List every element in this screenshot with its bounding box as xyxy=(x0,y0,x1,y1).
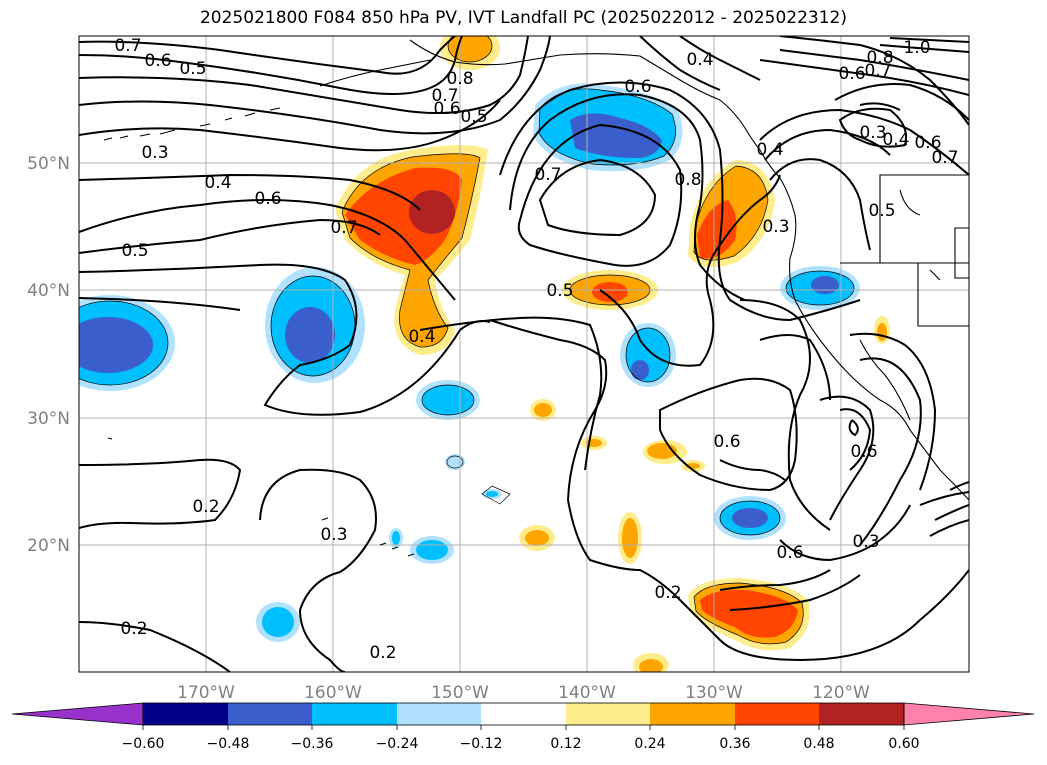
lat-axis: 50°N 40°N 30°N 20°N xyxy=(27,154,70,556)
lon-axis: 170°W 160°W 150°W 140°W 130°W 120°W xyxy=(177,683,870,703)
shade-small-negative xyxy=(256,454,786,642)
colorbar-tick-label: 0.36 xyxy=(719,736,750,752)
contour-label: 0.5 xyxy=(121,241,148,261)
colorbar-segment xyxy=(481,703,566,725)
contour-label: 0.6 xyxy=(914,133,941,153)
contour-label: 0.2 xyxy=(120,619,147,639)
shade-region-120w-40n xyxy=(780,266,860,310)
colorbar-segment xyxy=(735,703,819,725)
contour-label: 0.6 xyxy=(713,432,740,452)
contour-label: 0.6 xyxy=(433,99,460,119)
shade-region-135w-35n xyxy=(620,323,676,387)
colorbar-segment xyxy=(143,703,228,725)
shade-region-150w-30n xyxy=(416,380,480,420)
contour-label: 0.7 xyxy=(864,61,891,81)
shade-region-150w xyxy=(335,145,488,355)
contour-label: 0.3 xyxy=(320,525,347,545)
contour-label: 0.3 xyxy=(762,217,789,237)
colorbar-segment xyxy=(650,703,735,725)
colorbar-tick-label: 0.12 xyxy=(550,736,581,752)
contour-label: 0.6 xyxy=(838,64,865,84)
pv-shading xyxy=(79,36,890,672)
shade-region-west xyxy=(79,295,175,391)
contour-label: 0.8 xyxy=(866,48,893,68)
contour-label: 0.6 xyxy=(144,51,171,71)
colorbar-tick-label: 0.24 xyxy=(634,736,665,752)
contour-label: 1.0 xyxy=(903,38,930,58)
shade-region-160w xyxy=(265,267,365,383)
lon-tick-label: 140°W xyxy=(558,683,616,703)
contour-label: 0.3 xyxy=(852,532,879,552)
colorbar-segment xyxy=(312,703,397,725)
colorbar-tick-label: 0.60 xyxy=(888,736,919,752)
colorbar: −0.60 −0.48 −0.36 −0.24 −0.12 0.12 0.24 … xyxy=(11,702,1035,752)
lat-tick-label: 40°N xyxy=(27,281,70,301)
colorbar-tick-label: 0.48 xyxy=(803,736,834,752)
lon-tick-label: 150°W xyxy=(431,683,489,703)
contour-labels: 0.70.6 0.50.30.40.60.50.70.80.70.6 0.50.60… xyxy=(114,36,958,663)
contour-label: 0.7 xyxy=(114,36,141,56)
contour-label: 0.6 xyxy=(624,77,651,97)
lat-tick-label: 30°N xyxy=(27,409,70,429)
pv-contours xyxy=(79,36,969,672)
contour-label: 0.5 xyxy=(546,281,573,301)
contour-label: 0.6 xyxy=(850,442,877,462)
contour-label: 0.5 xyxy=(179,59,206,79)
colorbar-segment xyxy=(819,703,904,725)
colorbar-tick-label: −0.36 xyxy=(291,736,334,752)
colorbar-tick-label: −0.24 xyxy=(376,736,419,752)
lon-tick-label: 160°W xyxy=(304,683,362,703)
colorbar-extend-max xyxy=(903,702,1035,726)
map-title: 2025021800 F084 850 hPa PV, IVT Landfall… xyxy=(199,8,847,28)
lon-tick-label: 130°W xyxy=(685,683,743,703)
colorbar-tick-label: −0.12 xyxy=(460,736,503,752)
contour-label: 0.5 xyxy=(868,201,895,221)
coastlines xyxy=(103,39,969,557)
contour-label: 0.3 xyxy=(141,143,168,163)
contour-label: 0.8 xyxy=(446,69,473,89)
contour-label: 0.2 xyxy=(192,497,219,517)
contour-label: 0.7 xyxy=(534,165,561,185)
shade-region-130w-15n xyxy=(688,578,810,651)
contour-label: 0.2 xyxy=(369,643,396,663)
lat-tick-label: 50°N xyxy=(27,154,70,174)
colorbar-segment xyxy=(228,703,312,725)
colorbar-frame xyxy=(142,702,905,726)
contour-label: 0.4 xyxy=(204,173,231,193)
contour-label: 0.3 xyxy=(859,123,886,143)
contour-label: 0.7 xyxy=(931,148,958,168)
contour-label: 0.7 xyxy=(330,218,357,238)
contour-label: 0.4 xyxy=(756,140,783,160)
contour-label: 0.4 xyxy=(686,50,713,70)
contour-label: 0.4 xyxy=(882,130,909,150)
colorbar-tick-label: −0.60 xyxy=(122,736,165,752)
contour-label: 0.8 xyxy=(674,170,701,190)
shade-region-130w xyxy=(688,160,775,268)
colorbar-extend-min xyxy=(11,702,144,726)
colorbar-tick-label: −0.48 xyxy=(207,736,250,752)
plot-frame xyxy=(78,35,970,673)
plot-area xyxy=(79,36,969,672)
contour-label: 0.5 xyxy=(460,107,487,127)
colorbar-segment xyxy=(566,703,650,725)
contour-label: 0.4 xyxy=(408,327,435,347)
contour-label: 0.6 xyxy=(254,189,281,209)
lon-tick-label: 170°W xyxy=(177,683,235,703)
contour-label: 0.2 xyxy=(654,583,681,603)
lat-tick-label: 20°N xyxy=(27,536,70,556)
map-gridlines xyxy=(79,36,969,672)
contour-label: 0.6 xyxy=(776,543,803,563)
shade-region-140w-north xyxy=(533,83,683,172)
lon-tick-label: 120°W xyxy=(812,683,870,703)
colorbar-segment xyxy=(397,703,481,725)
contour-label: 0.7 xyxy=(431,86,458,106)
